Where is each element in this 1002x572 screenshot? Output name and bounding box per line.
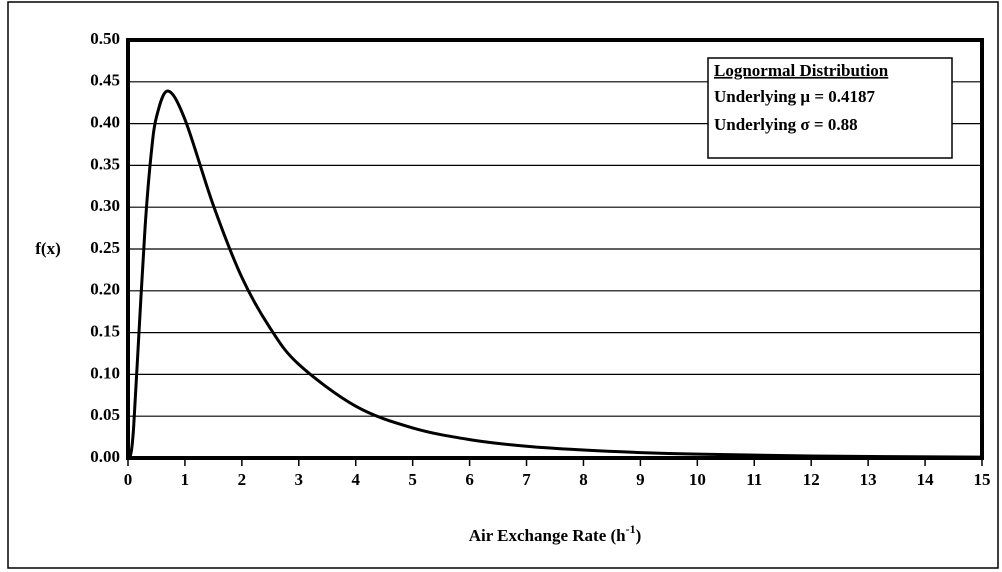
plot	[126, 89, 983, 460]
x-tick-label: 2	[238, 470, 247, 489]
y-tick-label: 0.15	[90, 322, 120, 341]
legend-text: Underlying σ = 0.88	[714, 115, 858, 134]
y-tick-label: 0.25	[90, 238, 120, 257]
y-tick-label: 0.20	[90, 280, 120, 299]
y-tick-label: 0.40	[90, 113, 120, 132]
x-axis-label: Air Exchange Rate (h-1)	[469, 522, 642, 545]
outer-frame	[7, 1, 999, 569]
y-tick-label: 0.05	[90, 405, 120, 424]
x-tick-label: 5	[408, 470, 417, 489]
line	[126, 89, 983, 460]
legend-box	[707, 57, 953, 159]
x-tick-label: 15	[974, 470, 991, 489]
x-tick-label: 0	[124, 470, 133, 489]
x-tick-label: 8	[579, 470, 588, 489]
x-tick-label: 7	[522, 470, 531, 489]
plot-frame	[126, 38, 984, 460]
x-tick-label: 4	[351, 470, 360, 489]
x-tick-label: 1	[181, 470, 190, 489]
x-tick-label: 3	[295, 470, 304, 489]
x-tick-label: 13	[860, 470, 877, 489]
x-tick-label: 6	[465, 470, 474, 489]
x-axis-label-text: Air Exchange Rate (h	[469, 526, 626, 545]
y-tick-label: 0.45	[90, 71, 120, 90]
x-tick-label: 11	[746, 470, 762, 489]
legend-text: Underlying μ = 0.4187	[714, 87, 876, 106]
x-tick-label: 14	[917, 470, 935, 489]
x-tick-label: 10	[689, 470, 706, 489]
y-tick-label: 0.35	[90, 154, 120, 173]
y-tick-label: 0.00	[90, 447, 120, 466]
x-axis-label-text: )	[636, 526, 642, 545]
y-axis-label: f(x)	[35, 239, 60, 258]
y-tick-label: 0.30	[90, 196, 120, 215]
x-tick-label: 12	[803, 470, 820, 489]
legend-heading: Lognormal Distribution	[714, 61, 889, 80]
y-tick-label: 0.10	[90, 363, 120, 382]
x-axis-label-sup: -1	[626, 522, 636, 536]
y-tick-label: 0.50	[90, 29, 120, 48]
x-tick-label: 9	[636, 470, 645, 489]
